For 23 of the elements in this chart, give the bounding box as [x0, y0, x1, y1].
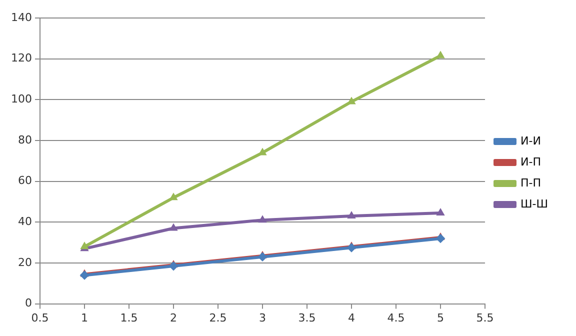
x-tick-label: 5.5 [476, 311, 494, 324]
x-tick-label: 2 [170, 311, 177, 324]
y-tick-label: 80 [18, 133, 32, 146]
legend-label: П-П [520, 176, 542, 190]
y-tick-label: 140 [10, 10, 32, 24]
x-tick-label: 0.5 [31, 311, 49, 324]
x-tick-label: 3 [259, 311, 266, 324]
x-tick-label: 2.5 [209, 311, 227, 324]
legend-label: И-И [520, 134, 541, 148]
y-tick-label: 120 [10, 52, 32, 65]
x-tick-label: 5 [437, 311, 444, 324]
x-tick-label: 1.5 [120, 311, 138, 324]
x-tick-label: 4 [348, 311, 355, 324]
y-tick-label: 40 [18, 215, 32, 228]
legend-label: И-П [520, 155, 541, 168]
legend-label: Ш-Ш [520, 197, 548, 210]
x-tick-label: 1 [80, 311, 88, 324]
x-tick-label: 4.5 [387, 311, 405, 324]
y-tick-label: 0 [24, 296, 32, 310]
y-tick-label: 20 [18, 256, 32, 269]
y-tick-label: 60 [18, 174, 32, 188]
x-tick-label: 3.5 [298, 311, 316, 324]
y-tick-label: 100 [10, 92, 32, 106]
